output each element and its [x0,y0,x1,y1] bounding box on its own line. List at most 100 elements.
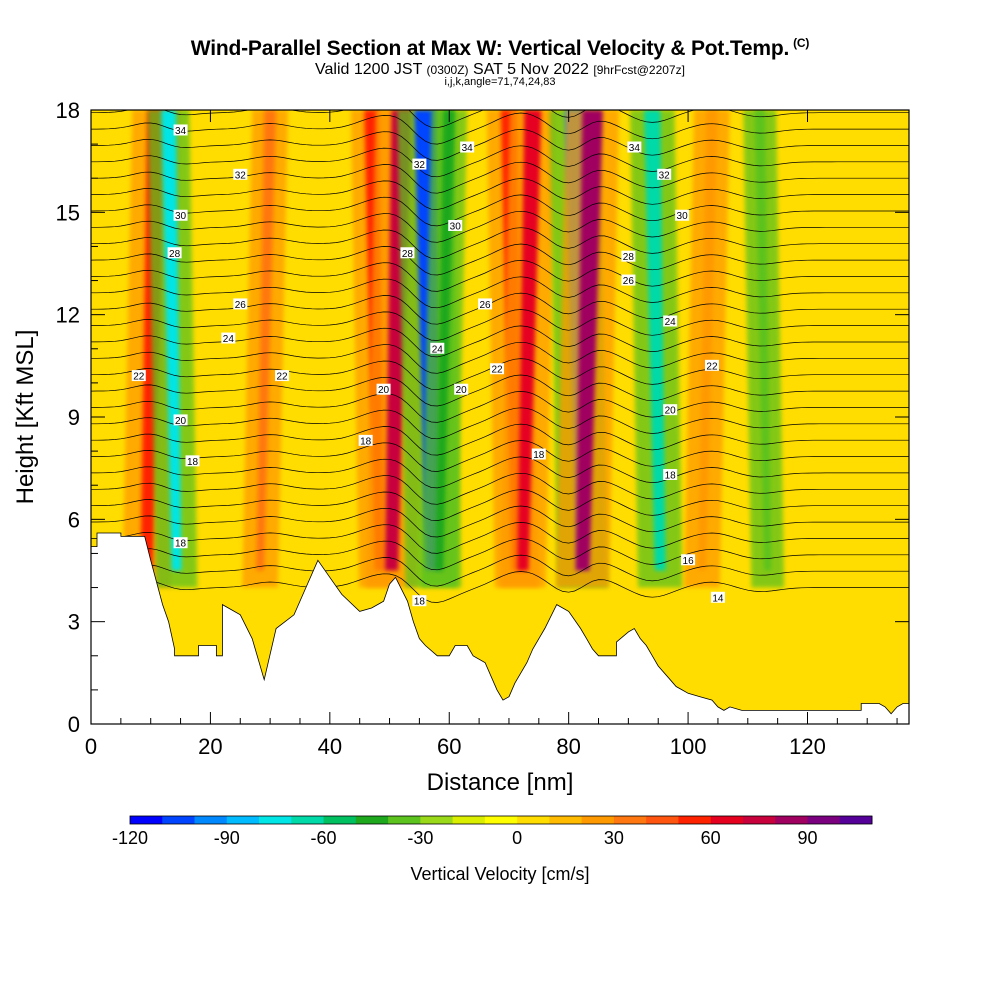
isentrope-line [91,210,909,243]
isentrope-label-box [490,363,505,375]
isentrope-label: 32 [412,158,427,171]
colorbar: -120 -90 -60 -30 0 30 60 90 [112,815,873,848]
terrain-mask [91,532,909,724]
valid-time-utc: (0300Z) [426,63,469,77]
isentrope-label-text: 32 [659,170,671,181]
isentrope-label: 28 [167,247,182,260]
isentrope-label-text: 34 [629,143,641,154]
isentrope-label-box [663,468,678,480]
isentrope-line [91,391,909,423]
velocity-column [575,110,603,571]
isentrope-label: 34 [627,141,642,154]
isentrope-label-text: 18 [187,457,199,468]
isentrope-label-box [412,158,427,170]
colorbar-swatch [807,816,841,824]
isentrope-label-box [167,247,182,259]
isentrope-line [91,489,909,521]
isentrope-label: 32 [233,168,248,181]
isentrope-label-text: 24 [432,344,444,355]
colorbar-tick-label: -30 [407,828,433,848]
y-tick-label: 6 [68,507,80,532]
isentrope-line [91,145,909,178]
isentrope-label-box [275,370,290,382]
isentrope-line [91,423,909,456]
isentrope-line [91,194,909,227]
isentrope-label-box [448,219,463,231]
isentrope-label-text: 24 [223,334,235,345]
isentrope-label-text: 34 [462,143,474,154]
isentrope-label: 18 [358,434,373,447]
isentrope-label: 30 [173,209,188,222]
isentrope-label-box [173,209,188,221]
isentrope-label: 34 [173,124,188,137]
isentrope-line [91,292,909,325]
velocity-column [256,110,277,571]
plot-area: 34 34 34 32 32 32 30 30 30 28 28 28 26 26 26 24 24 24 22 22… [91,110,909,724]
chart-subtitle: Valid 1200 JST (0300Z) SAT 5 Nov 2022 [9… [0,61,1000,79]
axes: 0 20 40 60 80 100 120 0 3 6 9 12 15 18 [56,98,909,759]
colorbar-swatch [162,816,196,824]
x-tick-label: 40 [318,734,342,759]
isentrope-label-text: 28 [169,249,181,260]
isentrope-label-box [173,414,188,426]
copyright-mark: (C) [793,36,810,50]
isentrope-label-text: 30 [450,221,462,232]
x-tick-label: 100 [670,734,707,759]
x-tick-label: 60 [437,734,461,759]
isentrope-label: 28 [621,250,636,263]
isentrope-label-box [412,595,427,607]
isentrope-label-box [663,315,678,327]
isentrope-line [91,178,909,210]
isentrope-label: 20 [663,404,678,417]
velocity-column [517,110,542,571]
isentrope-label: 28 [400,247,415,260]
isentrope-label: 14 [710,591,725,604]
colorbar-swatch [613,816,647,824]
colorbar-swatch [323,816,357,824]
isentrope-label-text: 18 [360,436,372,447]
isentrope-line [91,456,909,489]
isentrope-line [91,309,909,341]
isentrope-label-box [131,370,146,382]
isentrope-line [91,260,909,292]
isentrope-label-text: 18 [414,597,426,608]
isentrope-label: 20 [376,383,391,396]
isentrope-label-text: 22 [133,372,145,383]
isentrope-label: 16 [681,554,696,567]
y-tick-label: 15 [56,200,80,225]
isentrope-line [91,407,909,440]
isentrope-label-text: 20 [378,385,390,396]
isentrope-label-box [663,404,678,416]
isentrope-label-text: 24 [665,317,677,328]
colorbar-tick-label: -60 [311,828,337,848]
velocity-column [644,110,666,571]
isentrope-label-text: 28 [402,249,414,260]
isentrope-label-box [460,141,475,153]
isentrope-label-text: 22 [277,372,289,383]
isentrope-label-text: 22 [491,365,503,376]
isentrope-label: 22 [490,363,505,376]
colorbar-swatch [517,816,550,824]
isentrope-label-text: 18 [175,539,187,550]
colorbar-swatch [420,816,454,824]
isentrope-label-text: 28 [623,252,635,263]
isentrope-line [91,505,909,538]
colorbar-swatch [646,816,679,824]
isentrope-line [91,110,909,129]
colorbar-tick-label: 90 [797,828,817,848]
isentrope-line [91,571,909,603]
velocity-column [754,110,772,571]
isentrope-label-text: 30 [677,211,689,222]
isentrope-label-box [621,250,636,262]
colorbar-tick-label: -120 [112,828,148,848]
y-tick-label: 12 [56,303,80,328]
colorbar-swatch [355,816,389,824]
colorbar-swatch [839,816,873,824]
colorbar-tick-label: 0 [512,828,522,848]
colorbar-swatch [194,816,228,824]
valid-date: SAT 5 Nov 2022 [473,61,589,78]
isentrope-label: 22 [131,370,146,383]
x-axis-label: Distance [nm] [427,769,574,796]
isentrope-label-text: 18 [665,470,677,481]
isentrope-label: 18 [531,448,546,461]
